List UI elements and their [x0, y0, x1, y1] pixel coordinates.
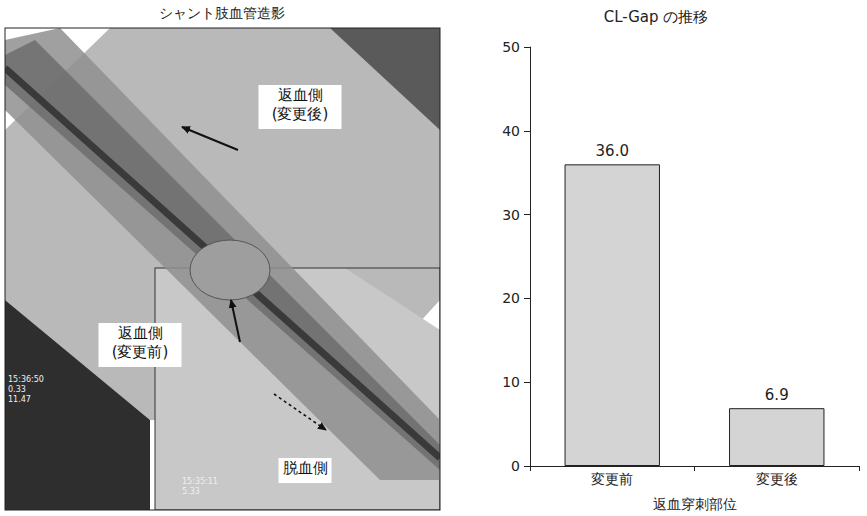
- svg-text:6.9: 6.9: [765, 386, 789, 404]
- svg-text:20: 20: [502, 290, 520, 306]
- svg-text:50: 50: [502, 39, 520, 55]
- svg-text:(変更前): (変更前): [112, 343, 169, 361]
- svg-text:40: 40: [502, 123, 520, 139]
- svg-text:返血側: 返血側: [278, 86, 323, 104]
- svg-text:10: 10: [502, 374, 520, 390]
- svg-text:返血穿刺部位: 返血穿刺部位: [653, 496, 737, 512]
- svg-text:0.33: 0.33: [8, 385, 26, 394]
- svg-text:15:35:11: 15:35:11: [182, 477, 218, 486]
- svg-text:11.47: 11.47: [8, 395, 31, 404]
- svg-text:0: 0: [511, 458, 520, 474]
- svg-text:5.33: 5.33: [182, 487, 200, 496]
- svg-text:(変更後): (変更後): [272, 105, 329, 123]
- svg-text:36.0: 36.0: [596, 142, 629, 160]
- svg-text:15:36:50: 15:36:50: [8, 375, 44, 384]
- svg-text:シャント肢血管造影: シャント肢血管造影: [159, 5, 285, 21]
- svg-text:脱血側: 脱血側: [283, 459, 328, 477]
- svg-text:CL-Gap の推移: CL-Gap の推移: [604, 8, 709, 26]
- svg-text:返血側: 返血側: [118, 324, 163, 342]
- svg-text:30: 30: [502, 207, 520, 223]
- svg-text:変更前: 変更前: [591, 471, 633, 487]
- svg-text:変更後: 変更後: [756, 471, 798, 487]
